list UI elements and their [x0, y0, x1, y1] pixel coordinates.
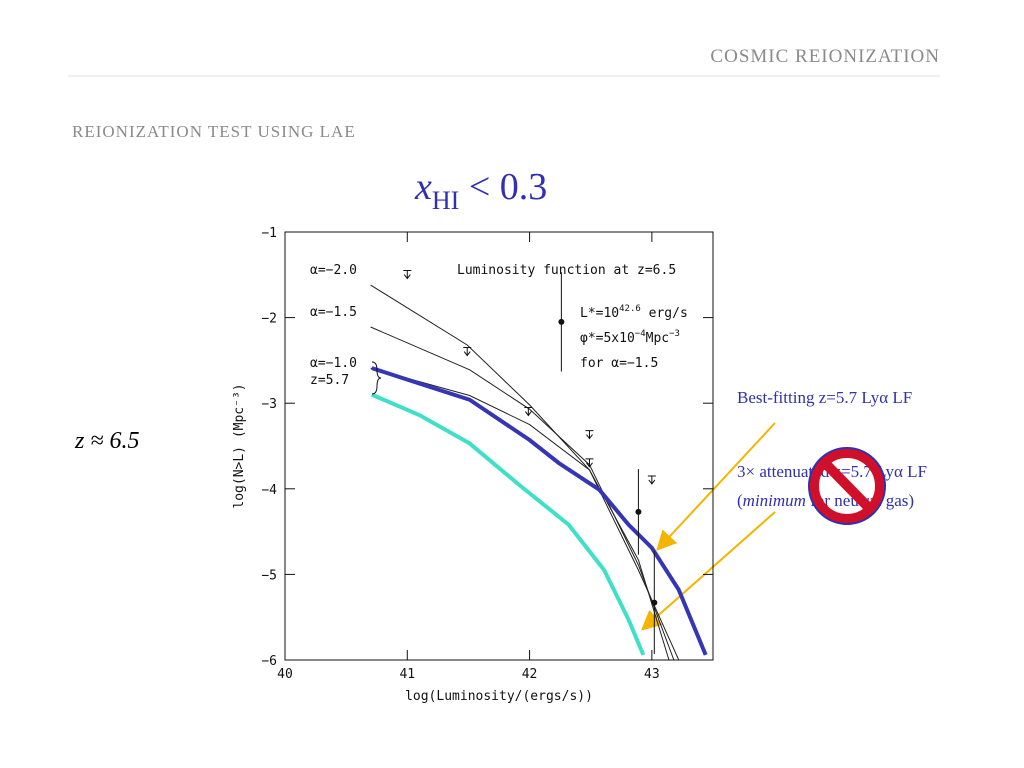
- note-open: (: [737, 491, 743, 510]
- annotation-part: L*=10: [580, 306, 619, 321]
- y-tick-label: −4: [261, 483, 277, 498]
- y-tick-label: −1: [261, 226, 277, 241]
- data-point: [635, 508, 642, 515]
- slide-subtitle: REIONIZATION TEST USING LAE: [72, 122, 356, 141]
- upper-limit: [585, 458, 594, 468]
- annotation: α=−1.0: [310, 356, 357, 371]
- y-tick-label: −3: [261, 397, 277, 412]
- line-series: [370, 367, 670, 660]
- annotation-part: 42.6: [619, 304, 641, 314]
- side-label: z ≈ 6.5: [74, 428, 140, 454]
- line-series: [370, 326, 675, 660]
- note-best-fit: Best-fitting z=5.7 Lyα LF: [737, 388, 912, 407]
- no-sign: [808, 447, 886, 525]
- annotation: L*=1042.6 erg/s: [580, 304, 688, 321]
- plot-area: [370, 270, 708, 660]
- brace: [371, 361, 382, 395]
- arrow: [641, 511, 776, 631]
- annotation-part: −3: [669, 329, 680, 339]
- slide-header: COSMIC REIONIZATION: [710, 46, 940, 67]
- upper-limit: [463, 347, 472, 357]
- headline-var: x: [414, 166, 432, 208]
- data-point: [651, 599, 658, 606]
- headline-sub: HI: [432, 186, 459, 215]
- note-minimum-word: minimum: [743, 491, 806, 510]
- headline: xHI < 0.3: [414, 166, 547, 215]
- annotation-part: erg/s: [641, 306, 688, 321]
- annotation-part: φ*=5x10: [580, 331, 635, 346]
- y-tick-label: −5: [261, 568, 277, 583]
- y-tick-label: −6: [261, 654, 277, 669]
- headline-rest: < 0.3: [459, 166, 547, 208]
- annotation: α=−1.5: [310, 305, 357, 320]
- x-tick-label: 42: [522, 667, 538, 682]
- example-point: [558, 318, 565, 325]
- annotation-part: Mpc: [646, 331, 669, 346]
- arrow: [656, 422, 776, 551]
- annotation: α=−2.0: [310, 263, 357, 278]
- upper-limit: [647, 475, 656, 485]
- x-tick-label: 40: [277, 667, 293, 682]
- annotation: φ*=5x10−4Mpc−3: [580, 329, 680, 346]
- annotation: for α=−1.5: [580, 356, 658, 371]
- upper-limit: [585, 430, 594, 440]
- line-series: [371, 366, 708, 656]
- line-series: [371, 392, 646, 656]
- annotation: Luminosity function at z=6.5: [457, 263, 676, 278]
- annotation-part: −4: [635, 329, 646, 339]
- upper-limit: [524, 406, 533, 417]
- y-tick-label: −2: [261, 312, 277, 327]
- annotation: z=5.7: [310, 373, 349, 388]
- x-axis-label: log(Luminosity/(ergs/s)): [405, 689, 593, 704]
- upper-limit: [403, 270, 412, 280]
- y-axis-label: log(N>L) (Mpc⁻³): [232, 383, 247, 508]
- plot-frame: [284, 231, 714, 661]
- x-tick-label: 41: [399, 667, 415, 682]
- x-tick-label: 43: [644, 667, 660, 682]
